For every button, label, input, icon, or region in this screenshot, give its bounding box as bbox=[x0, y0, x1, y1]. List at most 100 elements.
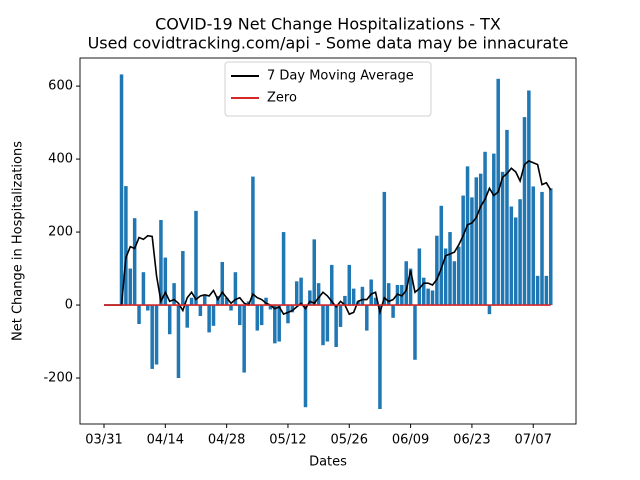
bar bbox=[273, 305, 277, 344]
bar bbox=[439, 205, 444, 306]
x-tick-label: 07/07 bbox=[515, 433, 552, 448]
bar bbox=[211, 305, 216, 326]
line bbox=[104, 159, 552, 316]
y-tick-label: -200 bbox=[43, 371, 73, 386]
bar bbox=[150, 305, 154, 369]
y-tick-label: 200 bbox=[48, 225, 73, 240]
bar bbox=[343, 295, 347, 306]
bar bbox=[321, 305, 325, 346]
bar bbox=[351, 288, 356, 306]
x-tick-label: 03/31 bbox=[85, 433, 122, 448]
bar bbox=[457, 246, 461, 306]
bar bbox=[527, 90, 531, 306]
bar bbox=[452, 261, 457, 306]
bar bbox=[330, 264, 334, 306]
bar bbox=[233, 272, 238, 306]
bar bbox=[312, 239, 316, 306]
bar bbox=[500, 171, 505, 306]
bar bbox=[137, 305, 141, 325]
bar bbox=[369, 279, 373, 306]
bar bbox=[325, 305, 330, 342]
bar bbox=[404, 261, 408, 306]
bar bbox=[417, 248, 422, 306]
bar bbox=[194, 210, 198, 306]
bar bbox=[128, 268, 133, 306]
bar bbox=[408, 268, 413, 306]
bar bbox=[378, 305, 382, 410]
bar bbox=[518, 199, 522, 306]
bar bbox=[189, 297, 194, 306]
bar bbox=[448, 232, 452, 306]
bar bbox=[281, 232, 286, 306]
bar bbox=[386, 283, 391, 306]
bar bbox=[255, 305, 260, 331]
bar bbox=[299, 277, 303, 306]
bar bbox=[540, 191, 544, 306]
chart-title: COVID-19 Net Change Hospitalizations - T… bbox=[155, 15, 501, 34]
bar bbox=[474, 177, 479, 306]
bar bbox=[443, 248, 448, 306]
bar bbox=[207, 305, 211, 333]
y-tick-label: 0 bbox=[65, 298, 73, 313]
bar bbox=[505, 129, 509, 306]
bar bbox=[316, 283, 321, 306]
legend-box bbox=[224, 61, 432, 117]
bar bbox=[119, 74, 124, 306]
chart-subtitle: Used covidtracking.com/api - Some data m… bbox=[88, 34, 569, 53]
bar bbox=[430, 290, 435, 306]
bar bbox=[513, 217, 518, 306]
bar bbox=[478, 173, 483, 306]
bar bbox=[159, 220, 163, 306]
bar bbox=[470, 197, 474, 306]
bar bbox=[334, 305, 338, 348]
bar bbox=[132, 218, 137, 306]
bar bbox=[492, 153, 496, 306]
bar bbox=[535, 275, 540, 306]
bar bbox=[373, 297, 378, 306]
bar bbox=[198, 305, 203, 316]
x-axis-label: Dates bbox=[309, 455, 347, 470]
plot-frame bbox=[79, 57, 577, 425]
bar bbox=[483, 151, 487, 306]
bar bbox=[220, 261, 225, 306]
bar bbox=[435, 235, 439, 306]
bar bbox=[141, 272, 146, 306]
bar bbox=[426, 288, 430, 306]
bar bbox=[294, 281, 299, 306]
bar bbox=[259, 305, 264, 326]
legend-label: 7 Day Moving Average bbox=[267, 69, 414, 84]
bar bbox=[167, 305, 172, 335]
x-tick-label: 05/26 bbox=[331, 433, 368, 448]
bar bbox=[202, 295, 207, 306]
bar bbox=[163, 257, 168, 306]
bar bbox=[251, 176, 255, 306]
bar bbox=[544, 275, 549, 306]
bar bbox=[290, 305, 295, 313]
bar bbox=[286, 305, 290, 324]
bar bbox=[461, 195, 465, 306]
y-tick-label: 400 bbox=[48, 152, 73, 167]
bar bbox=[185, 305, 189, 328]
x-tick-label: 06/09 bbox=[392, 433, 429, 448]
bar bbox=[509, 206, 514, 306]
bar bbox=[347, 264, 352, 306]
x-tick-label: 05/12 bbox=[269, 433, 306, 448]
bar bbox=[487, 305, 492, 315]
bar bbox=[176, 305, 181, 379]
bar bbox=[146, 305, 150, 311]
bar bbox=[531, 186, 535, 306]
bar bbox=[465, 166, 470, 306]
bar bbox=[303, 305, 308, 408]
bar bbox=[181, 251, 185, 306]
bar bbox=[277, 305, 281, 342]
bar bbox=[522, 117, 527, 306]
x-tick-label: 04/28 bbox=[208, 433, 245, 448]
bar bbox=[382, 191, 387, 306]
bar bbox=[549, 188, 553, 306]
bar bbox=[308, 290, 312, 306]
bar bbox=[268, 305, 273, 310]
bar bbox=[154, 305, 159, 365]
x-tick-label: 04/14 bbox=[147, 433, 184, 448]
legend-label: Zero bbox=[267, 91, 297, 106]
